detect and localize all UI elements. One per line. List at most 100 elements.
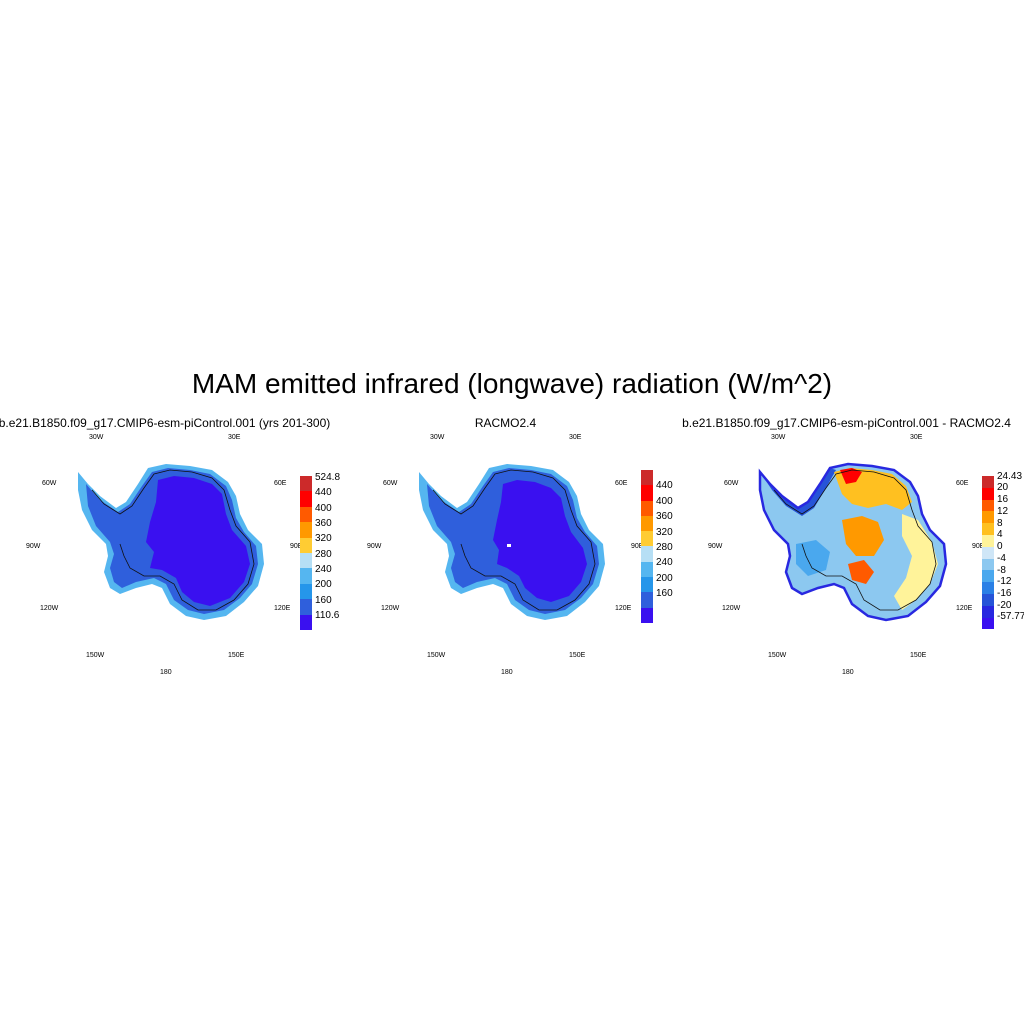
colorbar-label: -16 — [997, 588, 1012, 599]
colorbar-label: 20 — [997, 482, 1009, 493]
antarctica-map — [78, 464, 264, 620]
colorbar-label: 240 — [315, 564, 332, 575]
lon-label: 120W — [40, 605, 59, 612]
colorbar-label: 200 — [656, 573, 673, 584]
positive-anomaly-central — [842, 516, 884, 556]
colorbar-segment — [982, 511, 994, 524]
colorbar-label: 320 — [315, 533, 332, 544]
lon-label: 120E — [615, 605, 632, 612]
lon-label: 120E — [956, 605, 973, 612]
colorbar-segment — [982, 476, 994, 488]
lon-label: 30W — [771, 434, 786, 441]
colorbar-label: 160 — [656, 588, 673, 599]
colorbar-segment — [300, 522, 312, 538]
colorbar-segment — [300, 476, 312, 492]
lon-label: 60W — [42, 480, 57, 487]
colorbar-segment — [641, 470, 653, 486]
lon-label: 90E — [972, 543, 985, 550]
colorbar-label: 400 — [656, 496, 673, 507]
colorbar-segment — [982, 605, 994, 618]
colorbar-segment — [300, 552, 312, 569]
colorbar-label: -8 — [997, 565, 1006, 576]
colorbar-label: 360 — [315, 518, 332, 529]
colorbar-label: 0 — [997, 541, 1003, 552]
lon-label: 60W — [724, 480, 739, 487]
lon-label: 150E — [910, 652, 927, 659]
lon-label: 90W — [708, 543, 723, 550]
colorbar-segment — [982, 499, 994, 512]
colorbar-segment — [300, 583, 312, 600]
colorbar-label: 320 — [656, 527, 673, 538]
colorbar-segment — [982, 570, 994, 583]
colorbar-label: 280 — [315, 549, 332, 560]
colorbar-label: 240 — [656, 557, 673, 568]
missing-data-patch — [507, 544, 511, 547]
lon-label: 30E — [910, 434, 923, 441]
lon-label: 30E — [569, 434, 582, 441]
colorbar-label: 160 — [315, 595, 332, 606]
lon-label: 150W — [427, 652, 446, 659]
lon-label: 150W — [86, 652, 105, 659]
map-panel-racmo: RACMO2.4 30W 30E 60W 60E 90W 90E 120W 12… — [341, 412, 686, 682]
colorbar-label: 16 — [997, 494, 1009, 505]
lon-label: 30W — [430, 434, 445, 441]
colorbar-label: -57.77 — [997, 611, 1024, 622]
colorbar-label: 524.8 — [315, 472, 341, 483]
colorbar-label: -12 — [997, 576, 1012, 587]
colorbar-segment — [641, 592, 653, 608]
lon-label: 150E — [569, 652, 586, 659]
colorbar-segment — [641, 531, 653, 547]
antarctica-map — [419, 464, 605, 620]
lon-label: 30E — [228, 434, 241, 441]
colorbar-label: 110.6 — [315, 610, 340, 621]
colorbar-segment — [300, 506, 312, 523]
map-panel-difference: b.e21.B1850.f09_g17.CMIP6-esm-piControl.… — [682, 412, 1024, 682]
colorbar-segment — [982, 558, 994, 571]
colorbar-segment — [982, 582, 994, 594]
colorbar-segment — [641, 485, 653, 501]
lon-label: 90W — [367, 543, 382, 550]
coastline — [91, 469, 255, 611]
continent-edge — [758, 462, 948, 622]
lon-label: 120W — [722, 605, 741, 612]
lon-label: 120E — [274, 605, 291, 612]
colorbar-segment — [982, 534, 994, 547]
colorbar-segment — [982, 546, 994, 559]
colorbar-label: 440 — [315, 487, 332, 498]
colorbar-label: 24.43 — [997, 471, 1023, 482]
colorbar-segment — [982, 523, 994, 535]
colorbar-label: 360 — [656, 511, 673, 522]
panel-title: RACMO2.4 — [474, 416, 537, 430]
colorbar-label: 12 — [997, 506, 1009, 517]
colorbar-segment — [641, 607, 653, 623]
lon-label: 90E — [631, 543, 644, 550]
negative-anomaly-west — [796, 540, 830, 576]
lon-label: 120W — [381, 605, 400, 612]
panel-title: b.e21.B1850.f09_g17.CMIP6-esm-piControl.… — [682, 416, 1011, 430]
lon-label: 150W — [768, 652, 787, 659]
positive-anomaly-ross — [848, 560, 874, 584]
lon-label: 90E — [290, 543, 303, 550]
lon-label: 30W — [89, 434, 104, 441]
colorbar-segment — [641, 561, 653, 578]
coastline — [773, 469, 937, 611]
colorbar-segment — [982, 487, 994, 500]
colorbar-label: 280 — [656, 542, 673, 553]
colorbar — [641, 470, 653, 623]
colorbar-segment — [982, 593, 994, 606]
colorbar-label: -4 — [997, 553, 1006, 564]
colorbar-segment — [300, 537, 312, 553]
lon-label: 180 — [160, 669, 172, 676]
lon-label: 60W — [383, 480, 398, 487]
coastline — [432, 469, 596, 611]
lon-label: 60E — [615, 480, 628, 487]
colorbar — [982, 476, 994, 630]
colorbar-segment — [982, 617, 994, 630]
lon-label: 90W — [26, 543, 41, 550]
colorbar-label: 4 — [997, 529, 1003, 540]
interior-plateau — [493, 480, 587, 602]
colorbar-label: 8 — [997, 518, 1003, 529]
lon-label: 60E — [956, 480, 969, 487]
colorbar-segment — [641, 546, 653, 562]
lon-label: 180 — [842, 669, 854, 676]
